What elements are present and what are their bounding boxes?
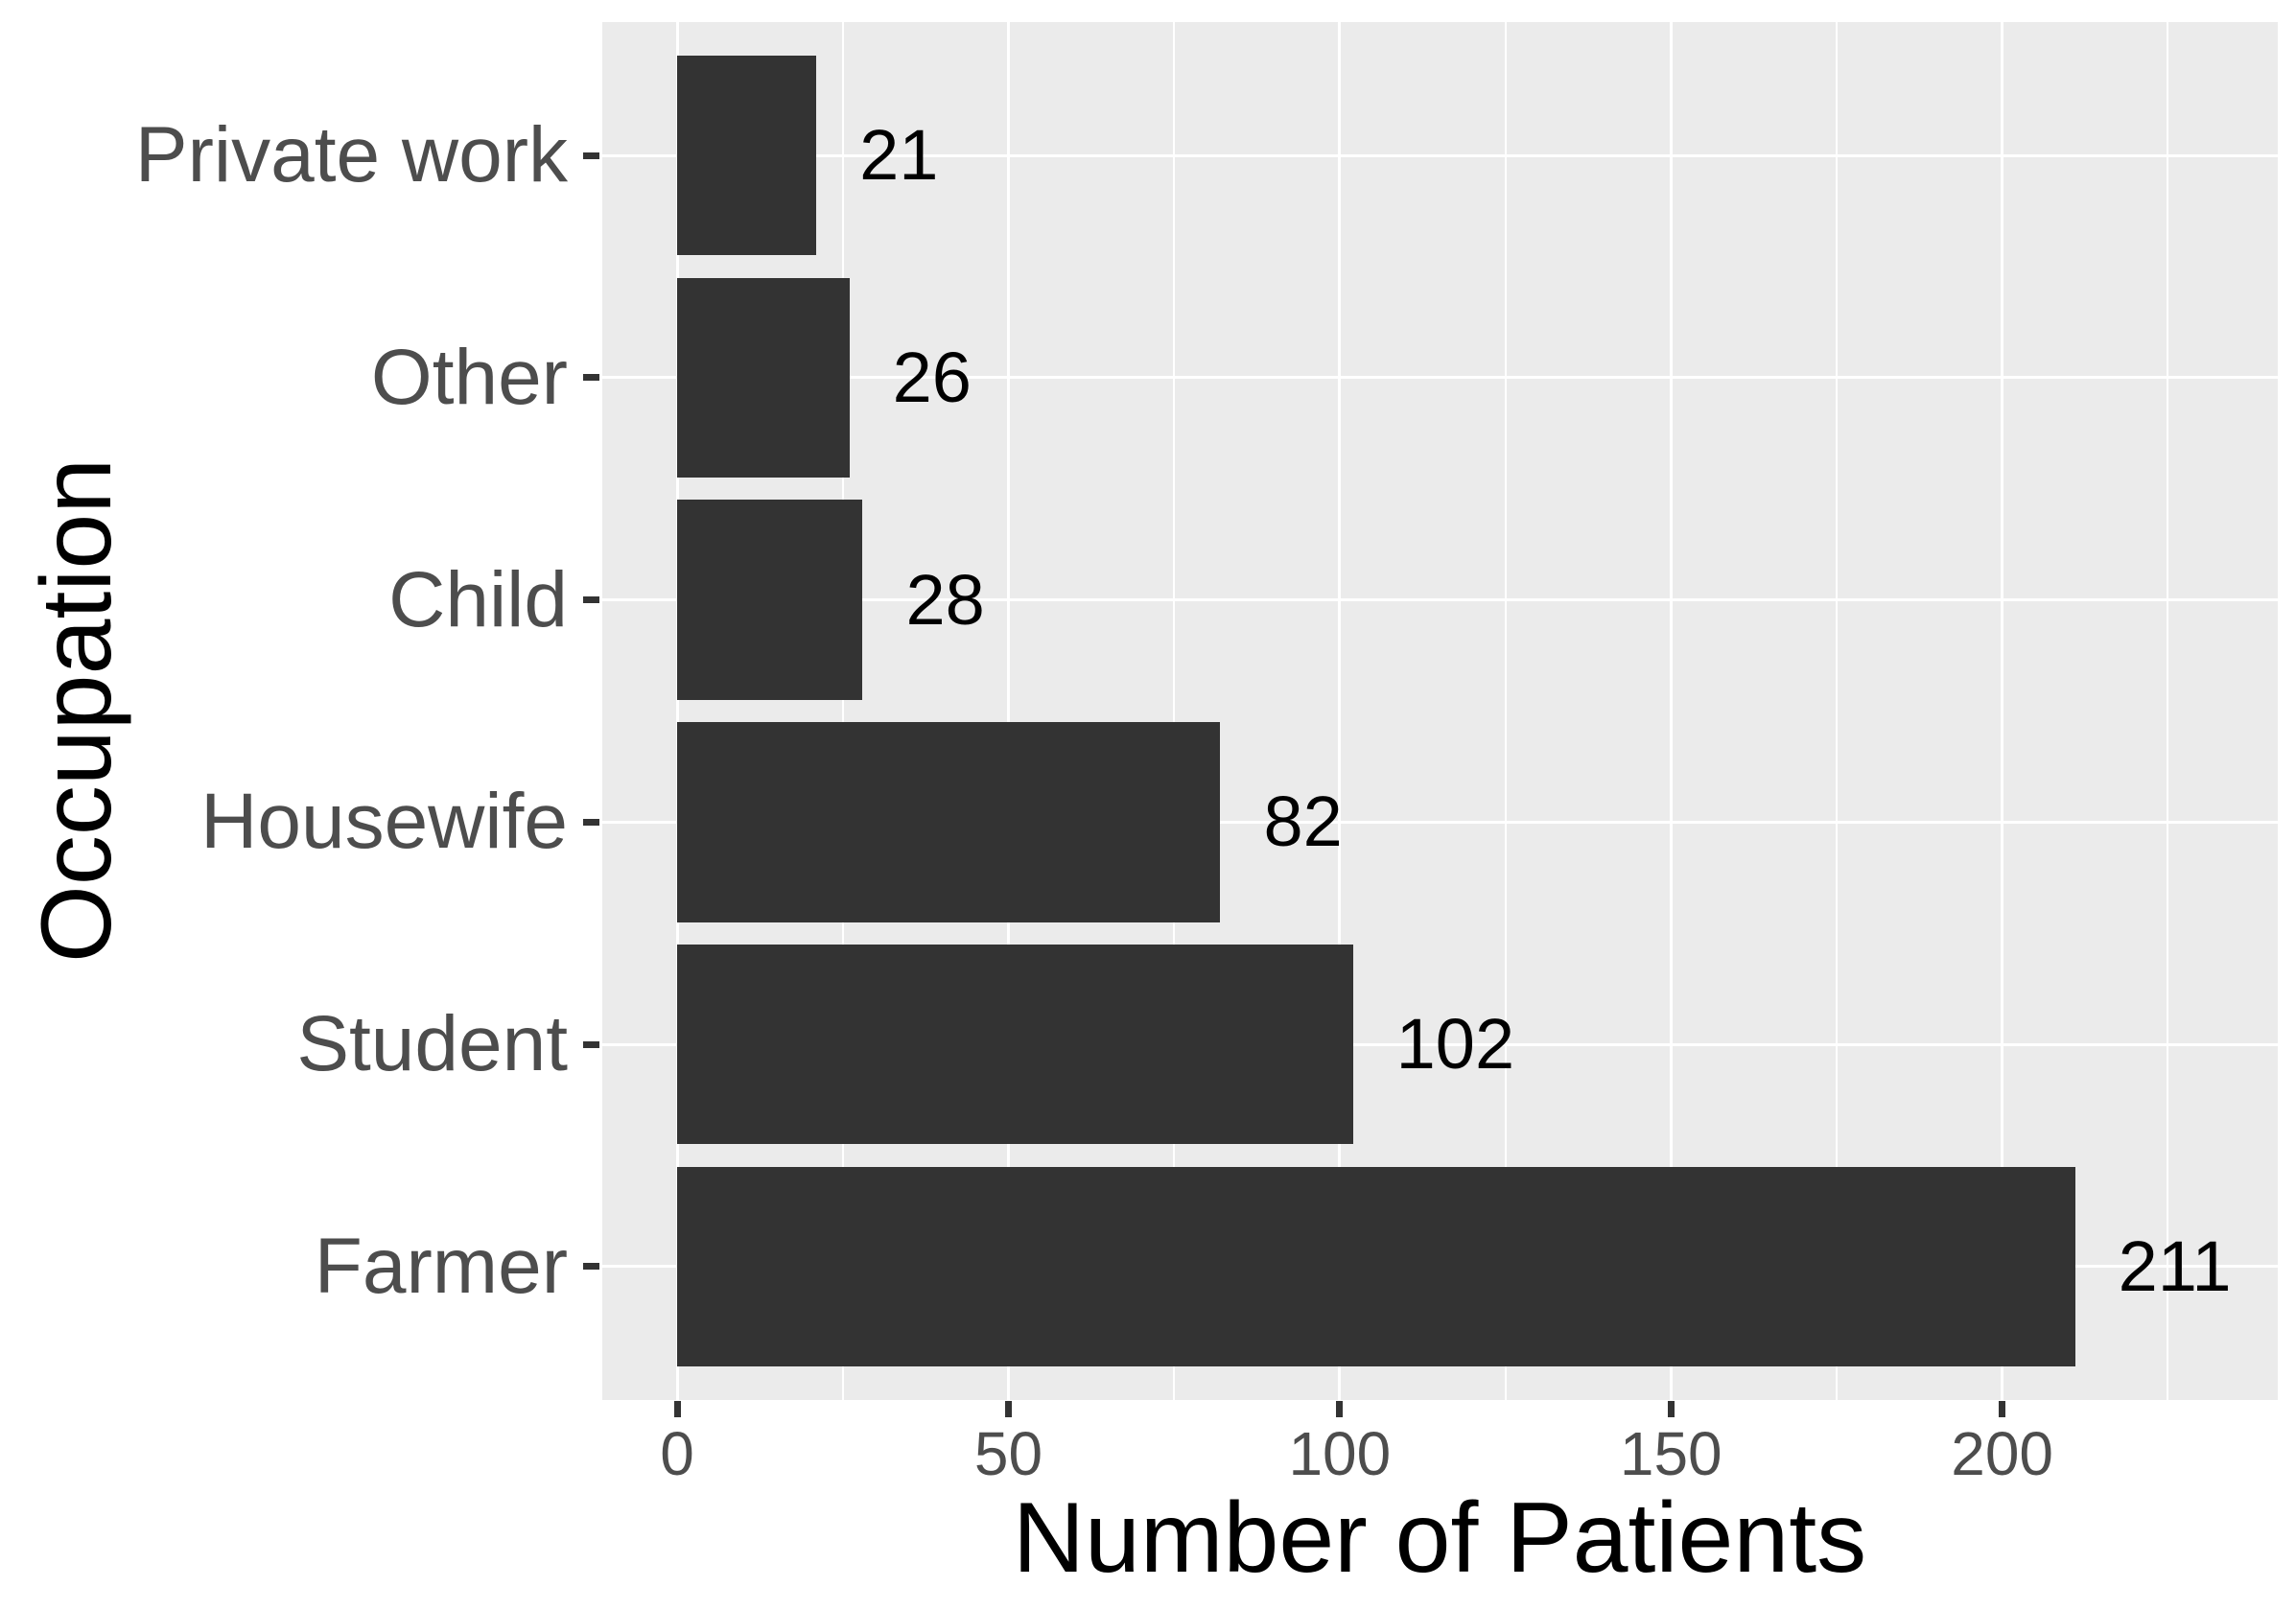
- gridline-major-vertical: [1006, 22, 1010, 1400]
- x-tick-label: 100: [1288, 1419, 1392, 1488]
- gridline-minor-vertical: [2167, 22, 2169, 1400]
- bar-value-label: 28: [905, 559, 985, 640]
- x-axis-tick: [1999, 1401, 2006, 1417]
- bar-value-label: 82: [1263, 782, 1343, 862]
- gridline-major-horizontal: [602, 1042, 2278, 1046]
- bar-value-label: 21: [859, 115, 939, 196]
- y-axis-tick: [583, 596, 599, 604]
- gridline-minor-vertical: [841, 22, 844, 1400]
- x-axis-tick: [1004, 1401, 1012, 1417]
- gridline-minor-vertical: [1504, 22, 1507, 1400]
- bar-value-label: 102: [1395, 1004, 1515, 1085]
- bar: [677, 500, 863, 700]
- y-axis-tick: [583, 818, 599, 826]
- y-tick-label: Child: [388, 555, 568, 643]
- y-tick-label: Student: [296, 1000, 568, 1088]
- bar: [677, 277, 850, 478]
- y-tick-label: Private work: [134, 111, 568, 199]
- y-tick-label: Other: [370, 333, 568, 421]
- x-tick-label: 50: [973, 1419, 1043, 1488]
- y-tick-label: Farmer: [314, 1222, 568, 1310]
- gridline-major-horizontal: [602, 820, 2278, 824]
- gridline-major-horizontal: [602, 376, 2278, 380]
- bar: [677, 944, 1353, 1145]
- x-tick-label: 0: [660, 1419, 694, 1488]
- gridline-major-vertical: [1669, 22, 1673, 1400]
- y-axis-tick: [583, 1040, 599, 1048]
- y-axis-title: Occupation: [21, 457, 132, 964]
- gridline-major-horizontal: [602, 153, 2278, 157]
- bar-value-label: 211: [2118, 1225, 2232, 1306]
- gridline-major-vertical: [675, 22, 679, 1400]
- y-axis-tick: [583, 374, 599, 382]
- gridline-major-vertical: [1338, 22, 1342, 1400]
- x-axis-title: Number of Patients: [1012, 1482, 1867, 1594]
- bar-value-label: 26: [892, 337, 972, 417]
- y-axis-tick: [583, 1263, 599, 1271]
- x-axis-tick: [1667, 1401, 1675, 1417]
- y-axis-tick: [583, 152, 599, 159]
- bar: [677, 1166, 2075, 1367]
- gridline-minor-vertical: [1835, 22, 1838, 1400]
- plot-panel: 21 26 28 82 102 211: [602, 22, 2278, 1400]
- bar: [677, 55, 817, 256]
- gridline-major-vertical: [2001, 22, 2004, 1400]
- bar: [677, 722, 1221, 922]
- gridline-minor-vertical: [1173, 22, 1176, 1400]
- y-tick-label: Housewife: [200, 778, 568, 866]
- x-tick-label: 150: [1619, 1419, 1722, 1488]
- x-axis-tick: [673, 1401, 681, 1417]
- x-tick-label: 200: [1951, 1419, 2054, 1488]
- x-axis-tick: [1336, 1401, 1344, 1417]
- gridline-major-horizontal: [602, 598, 2278, 602]
